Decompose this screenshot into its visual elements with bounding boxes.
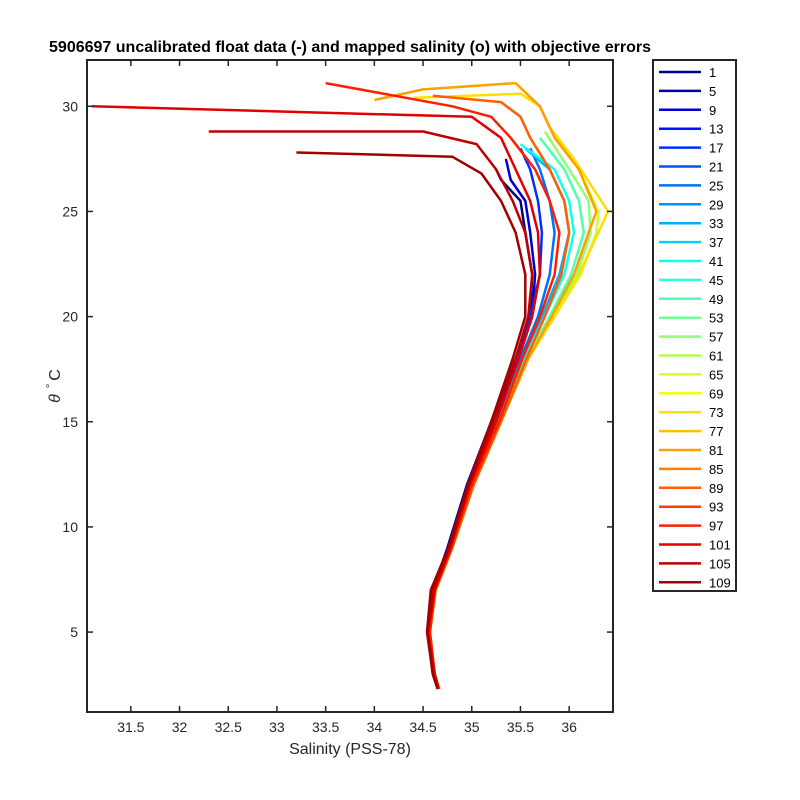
legend-item: 105 bbox=[659, 556, 731, 571]
legend-item: 17 bbox=[659, 141, 723, 156]
series-line-12 bbox=[325, 81, 561, 690]
legend-label: 77 bbox=[709, 424, 723, 439]
y-tick-label: 30 bbox=[62, 98, 78, 114]
y-tick-label: 10 bbox=[62, 519, 78, 535]
legend-item: 81 bbox=[659, 443, 723, 458]
legend-label: 21 bbox=[709, 160, 723, 175]
legend-label: 37 bbox=[709, 235, 723, 250]
series-line-13 bbox=[91, 105, 542, 690]
legend-label: 1 bbox=[709, 65, 716, 80]
legend-label: 93 bbox=[709, 500, 723, 515]
series-line-0 bbox=[426, 168, 534, 690]
x-axis: 31.5 32 32.5 33 33.5 34 34.5 35 35.5 36 bbox=[117, 60, 577, 735]
legend-label: 81 bbox=[709, 443, 723, 458]
legend-item: 77 bbox=[659, 424, 723, 439]
x-tick-label: 34.5 bbox=[409, 719, 436, 735]
y-tick-label: 25 bbox=[62, 203, 78, 219]
legend-label: 49 bbox=[709, 292, 723, 307]
legend-label: 29 bbox=[709, 197, 723, 212]
legend-item: 101 bbox=[659, 538, 731, 553]
legend-label: 69 bbox=[709, 386, 723, 401]
x-tick-label: 33 bbox=[269, 719, 285, 735]
y-axis-label: θ ° C bbox=[45, 369, 64, 403]
y-tick-label: 15 bbox=[62, 414, 78, 430]
legend-item: 61 bbox=[659, 349, 723, 364]
legend-label: 109 bbox=[709, 575, 731, 590]
legend-item: 49 bbox=[659, 292, 723, 307]
plot-frame bbox=[86, 59, 614, 713]
x-tick-label: 32.5 bbox=[215, 719, 242, 735]
legend-label: 57 bbox=[709, 330, 723, 345]
series-line-1 bbox=[427, 158, 537, 690]
legend-item: 29 bbox=[659, 197, 723, 212]
legend-label: 45 bbox=[709, 273, 723, 288]
plot-lines bbox=[91, 81, 610, 690]
legend-label: 13 bbox=[709, 122, 723, 137]
legend-box bbox=[652, 59, 737, 592]
legend-label: 53 bbox=[709, 311, 723, 326]
legend-item: 53 bbox=[659, 311, 723, 326]
legend-label: 101 bbox=[709, 538, 731, 553]
series-line-8 bbox=[428, 126, 600, 690]
legend-item: 97 bbox=[659, 519, 723, 534]
legend-item: 65 bbox=[659, 367, 723, 382]
legend-label: 17 bbox=[709, 141, 723, 156]
y-axis-unit: C bbox=[47, 369, 64, 381]
legend-item: 85 bbox=[659, 462, 723, 477]
legend-item: 109 bbox=[659, 575, 731, 590]
x-tick-label: 32 bbox=[172, 719, 188, 735]
legend-label: 73 bbox=[709, 405, 723, 420]
y-tick-label: 5 bbox=[70, 624, 78, 640]
legend-item: 73 bbox=[659, 405, 723, 420]
legend-item: 21 bbox=[659, 160, 723, 175]
legend-label: 5 bbox=[709, 84, 716, 99]
x-tick-label: 33.5 bbox=[312, 719, 339, 735]
y-axis-degree: ° bbox=[45, 384, 57, 388]
legend-label: 85 bbox=[709, 462, 723, 477]
series-line-10 bbox=[374, 81, 598, 690]
legend-label: 25 bbox=[709, 178, 723, 193]
series-line-6 bbox=[428, 137, 586, 690]
legend-item: 13 bbox=[659, 122, 723, 137]
y-tick-label: 20 bbox=[62, 309, 78, 325]
legend-item: 57 bbox=[659, 330, 723, 345]
x-tick-label: 31.5 bbox=[117, 719, 144, 735]
legend-item: 41 bbox=[659, 254, 723, 269]
series-line-14 bbox=[208, 130, 534, 690]
legend-label: 89 bbox=[709, 481, 723, 496]
legend-item: 1 bbox=[659, 65, 716, 80]
x-axis-label: Salinity (PSS-78) bbox=[289, 741, 411, 758]
x-tick-label: 34 bbox=[367, 719, 383, 735]
chart-title: 5906697 uncalibrated float data (-) and … bbox=[49, 39, 651, 56]
y-axis-symbol: θ bbox=[47, 394, 64, 403]
legend-item: 93 bbox=[659, 500, 723, 515]
series-line-11 bbox=[428, 94, 571, 690]
series-line-15 bbox=[296, 151, 527, 690]
legend-label: 97 bbox=[709, 519, 723, 534]
x-tick-label: 35.5 bbox=[507, 719, 534, 735]
legend-label: 9 bbox=[709, 103, 716, 118]
x-tick-label: 36 bbox=[561, 719, 577, 735]
legend-label: 105 bbox=[709, 556, 731, 571]
legend-item: 33 bbox=[659, 216, 723, 231]
legend-item: 45 bbox=[659, 273, 723, 288]
y-axis: 5 10 15 20 25 30 bbox=[62, 98, 613, 640]
legend-label: 65 bbox=[709, 367, 723, 382]
legend-item: 9 bbox=[659, 103, 716, 118]
legend: 1 5 9 13 17 21 25 29 33 37 41 45 49 53 57 61 65 69 73 77 81 8… bbox=[652, 59, 737, 592]
legend-label: 61 bbox=[709, 349, 723, 364]
legend-item: 69 bbox=[659, 386, 723, 401]
legend-item: 89 bbox=[659, 481, 723, 496]
legend-item: 37 bbox=[659, 235, 723, 250]
legend-label: 33 bbox=[709, 216, 723, 231]
legend-label: 41 bbox=[709, 254, 723, 269]
legend-item: 25 bbox=[659, 178, 723, 193]
legend-item: 5 bbox=[659, 84, 716, 99]
x-tick-label: 35 bbox=[464, 719, 480, 735]
